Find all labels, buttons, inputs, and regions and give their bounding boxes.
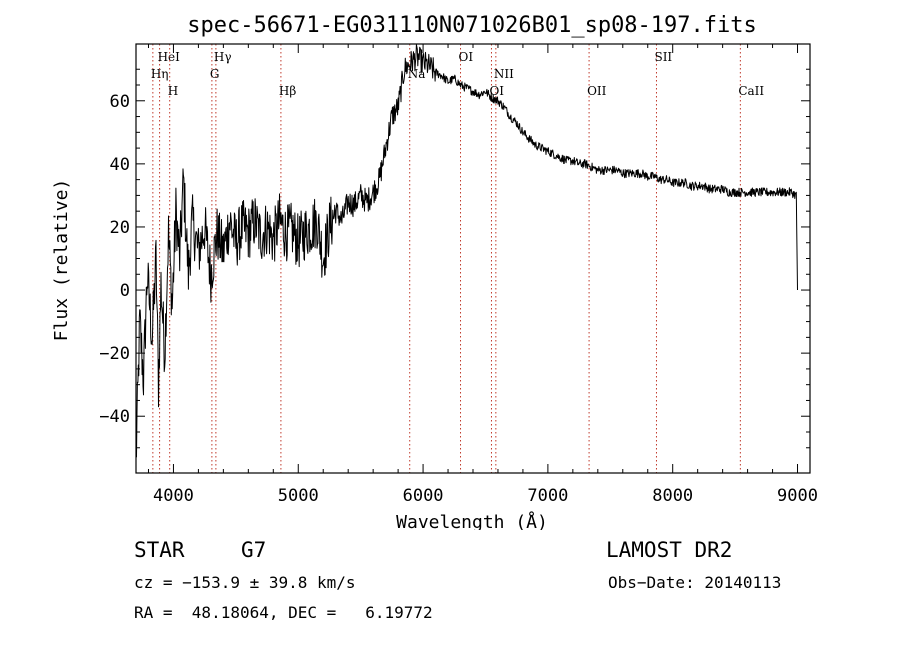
emission-line-label: Hβ [279, 84, 296, 98]
emission-line-label: SII [654, 50, 672, 64]
x-tick-label: 8000 [652, 486, 693, 506]
emission-line-label: Hγ [214, 50, 232, 64]
emission-line-label: G [210, 67, 220, 81]
x-tick-label: 7000 [527, 486, 568, 506]
object-type: STAR [134, 538, 185, 562]
x-axis-label: Wavelength (Å) [396, 511, 548, 530]
observation-date: Obs−Date: 20140113 [608, 573, 782, 592]
y-axis-label: Flux (relative) [51, 179, 72, 342]
emission-line-label: CaII [738, 84, 764, 98]
emission-line-label: OII [587, 84, 607, 98]
emission-line-label: HeI [158, 50, 181, 64]
coordinates: RA = 48.18064, DEC = 6.19772 [134, 603, 433, 622]
redshift-value: cz = −153.9 ± 39.8 km/s [134, 573, 356, 592]
emission-line-label: NII [494, 67, 514, 81]
x-tick-label: 6000 [403, 486, 444, 506]
emission-line-label: OI [489, 84, 504, 98]
object-subclass: G7 [241, 538, 267, 562]
y-tick-label: −20 [99, 344, 130, 364]
x-axis: 4000 5000 6000 7000 8000 9000 [147, 44, 818, 506]
y-axis: −40 −20 0 20 40 60 [99, 68, 810, 449]
y-tick-label: 20 [110, 218, 130, 238]
chart-title: spec-56671-EG031110N071026B01_sp08-197.f… [187, 13, 757, 38]
y-tick-label: 40 [110, 155, 130, 175]
emission-line-label: OI [459, 50, 474, 64]
emission-line-label: H [168, 84, 178, 98]
x-tick-label: 4000 [153, 486, 194, 506]
x-tick-label: 5000 [278, 486, 319, 506]
y-tick-label: 0 [120, 281, 130, 301]
y-tick-label: 60 [110, 92, 130, 112]
x-tick-label: 9000 [777, 486, 818, 506]
spectrum-chart: spec-56671-EG031110N071026B01_sp08-197.f… [51, 13, 818, 530]
y-tick-label: −40 [99, 407, 130, 427]
emission-line-label: Hη [151, 67, 169, 81]
spectrum-line [135, 44, 798, 458]
survey-name: LAMOST DR2 [606, 538, 733, 562]
spectrum-layer [135, 44, 798, 458]
